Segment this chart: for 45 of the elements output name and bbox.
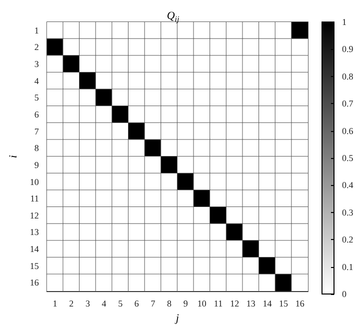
x-tick-label: 2	[69, 298, 74, 309]
color-bar-label: 0.5	[342, 153, 354, 163]
x-tick-label: 15	[279, 298, 289, 309]
x-tick-label: 10	[197, 298, 207, 309]
x-tick-label: 14	[262, 298, 272, 309]
y-tick-label: 2	[34, 42, 39, 52]
color-bar-label: 0.4	[342, 180, 354, 190]
color-bar-label: 0.8	[342, 71, 354, 82]
color-bar-label: 0.3	[342, 207, 354, 218]
color-bar-label: 0.2	[342, 234, 354, 245]
color-bar-label: 0.1	[342, 262, 354, 272]
y-tick-label: 11	[30, 194, 39, 204]
y-tick-label: 12	[30, 210, 39, 220]
x-tick-label: 4	[102, 298, 107, 309]
y-tick-label: 14	[30, 244, 40, 254]
y-tick-label: 16	[30, 278, 40, 288]
x-tick-label: 8	[167, 298, 172, 309]
y-tick-label: 5	[34, 92, 40, 103]
color-bar-label: 1	[342, 17, 346, 27]
y-tick-label: 13	[30, 227, 40, 238]
x-tick-label: 3	[85, 298, 90, 309]
y-tick-label: 4	[34, 76, 40, 86]
x-tick-label: 5	[118, 298, 124, 309]
x-tick-label: 11	[214, 298, 223, 309]
x-tick-label: 1	[52, 298, 58, 309]
color-bar-label: 0.9	[342, 44, 354, 54]
y-tick-label: 6	[34, 110, 40, 120]
y-tick-label: 8	[34, 143, 40, 154]
color-bar-label: 0	[342, 289, 347, 299]
y-tick-label: 10	[30, 176, 40, 187]
x-tick-label: 12	[230, 298, 240, 309]
x-tick-label: 6	[134, 298, 140, 309]
x-axis-title: j	[174, 312, 179, 324]
y-axis-title: i	[8, 155, 20, 158]
y-tick-label: 9	[34, 160, 40, 170]
x-tick-label: 13	[246, 298, 256, 309]
y-tick-label: 1	[34, 25, 39, 36]
x-tick-label: 9	[183, 298, 188, 309]
x-tick-label: 16	[295, 298, 305, 309]
y-tick-label: 7	[34, 126, 40, 136]
x-tick-label: 7	[150, 298, 156, 309]
color-bar-label: 0.7	[342, 98, 354, 109]
y-tick-label: 15	[30, 260, 40, 271]
color-bar-label: 0.6	[342, 126, 354, 136]
y-tick-label: 3	[34, 59, 40, 70]
